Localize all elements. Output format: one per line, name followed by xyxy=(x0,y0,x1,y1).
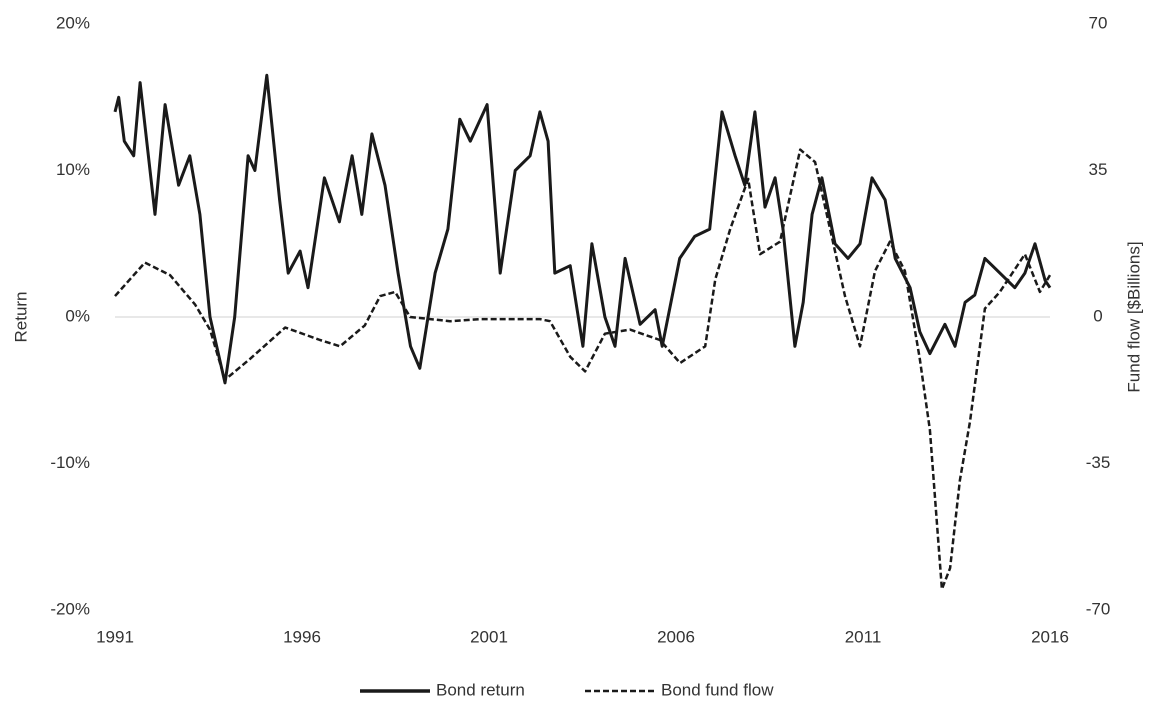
legend-label: Bond fund flow xyxy=(661,680,774,699)
x-tick-label: 1991 xyxy=(96,627,134,646)
legend-label: Bond return xyxy=(436,680,525,699)
x-tick-label: 1996 xyxy=(283,627,321,646)
x-tick-label: 2006 xyxy=(657,627,695,646)
y2-tick-label: 70 xyxy=(1089,13,1108,32)
y-tick-label: 20% xyxy=(56,13,90,32)
x-tick-label: 2011 xyxy=(845,627,882,646)
y2-tick-label: 0 xyxy=(1093,306,1102,325)
x-tick-label: 2001 xyxy=(470,627,508,646)
y-tick-label: 10% xyxy=(56,160,90,179)
series-line xyxy=(114,148,1052,591)
y-tick-label: -10% xyxy=(50,453,90,472)
y2-tick-label: 35 xyxy=(1089,160,1108,179)
y2-tick-label: -70 xyxy=(1086,599,1111,618)
series-line xyxy=(113,73,1052,385)
y2-axis-label: Fund flow [$Billions] xyxy=(1124,241,1143,392)
y-tick-label: 0% xyxy=(65,306,90,325)
y-axis-label: Return xyxy=(11,291,30,342)
x-tick-label: 2016 xyxy=(1031,627,1069,646)
y2-tick-label: -35 xyxy=(1086,453,1111,472)
y-tick-label: -20% xyxy=(50,599,90,618)
